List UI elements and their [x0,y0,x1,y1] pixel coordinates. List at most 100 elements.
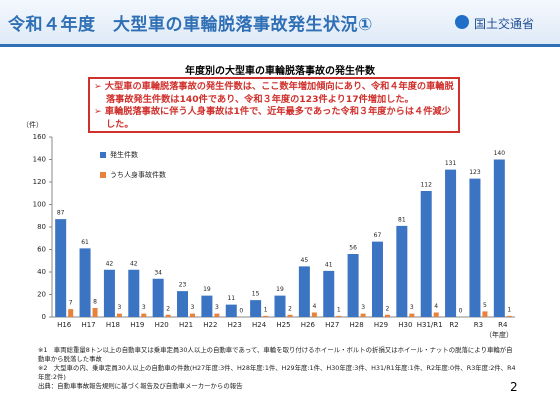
bar [396,225,408,317]
bar [433,312,439,317]
bar [201,295,213,317]
bar [103,269,115,317]
value-label: 5 [483,302,487,309]
bar [347,254,359,317]
legend-label: うち人身事故件数 [110,170,166,179]
slide-title: 令和４年度 大型車の車輪脱落事故発生状況① [8,15,373,35]
bar [68,309,74,317]
bar [152,278,164,317]
value-label: 67 [374,232,382,239]
value-label: 15 [252,291,260,298]
value-label: 1 [264,306,268,313]
x-tick-label: H28 [350,321,364,329]
x-tick-label: H16 [57,321,72,329]
bar [128,269,140,317]
bar [298,266,310,317]
y-tick-label: 100 [33,201,46,209]
value-label: 7 [69,300,73,307]
y-tick-label: 120 [33,178,46,186]
bar [250,300,262,317]
bar [116,313,122,317]
logo-icon [455,15,469,29]
y-tick-label: 20 [37,291,46,299]
bar [263,315,269,317]
bar [371,241,383,317]
value-label: 3 [142,304,146,311]
legend-swatch [100,152,106,158]
x-tick-label: H22 [203,321,217,329]
bar [493,159,505,317]
bar [469,178,481,317]
x-tick-label: H26 [301,321,316,329]
footnote: ※1 車両総重量8トン以上の自動車又は乗車定員30人以上の自動車であって、車輪を… [38,346,513,363]
y-tick-label: 80 [37,223,46,231]
y-axis-title: （件） [22,120,43,129]
x-tick-label: H21 [179,321,193,329]
bar [311,312,317,317]
value-label: 19 [276,286,284,293]
bar [165,314,171,317]
value-label: 2 [288,305,292,312]
bar [225,304,237,317]
value-label: 0 [459,308,463,315]
summary-box: ➢ 大型車の車輪脱落事故の発生件数は、ここ数年増加傾向にあり、令和４年度の車輪脱… [88,77,460,133]
value-label: 19 [203,286,211,293]
bar [506,315,512,317]
bar [92,308,98,317]
x-tick-label: H20 [155,321,169,329]
value-label: 3 [410,304,414,311]
logo-text: 国土交通省 [474,17,535,31]
value-label: 23 [179,282,187,289]
chart-title: 年度別の大型車の車輪脱落事故の発生件数 [185,66,375,77]
x-tick-label: H23 [228,321,242,329]
summary-item: ➢ 車輪脱落事故に伴う人身事故は1件で、近年最多であった令和３年度からは４件減少… [94,106,451,130]
x-tick-label: R2 [449,321,458,329]
x-tick-label: H31/R1 [417,321,443,329]
footnotes: ※1 車両総重量8トン以上の自動車又は乗車定員30人以上の自動車であって、車輪を… [38,346,518,391]
header-rule [0,44,560,47]
summary-item: ➢ 大型車の車輪脱落事故の発生件数は、ここ数年増加傾向にあり、令和４年度の車輪脱… [94,81,454,105]
value-label: 123 [469,169,481,176]
bar [190,313,196,317]
value-label: 81 [398,216,406,223]
value-label: 34 [154,269,162,276]
bar [409,313,415,317]
legend-swatch [100,172,106,178]
value-label: 56 [349,245,357,252]
x-tick-label: R3 [474,321,483,329]
x-tick-label: H29 [374,321,388,329]
value-label: 42 [130,260,138,267]
bar [79,248,91,317]
value-label: 3 [361,304,365,311]
x-tick-label: H18 [106,321,120,329]
x-tick-label: R4 [498,321,508,329]
value-label: 1 [507,306,511,313]
x-tick-label: H24 [252,321,267,329]
bar [482,311,488,317]
value-label: 11 [227,295,235,302]
bar [420,191,432,317]
bar [177,291,189,317]
value-label: 41 [325,261,333,268]
bar [141,313,147,317]
value-label: 1 [337,306,341,313]
bar [287,314,293,317]
legend-label: 発生件数 [110,150,138,159]
summary-text: 大型車の車輪脱落事故の発生件数は、ここ数年増加傾向にあり、令和４年度の車輪脱落事… [104,81,454,105]
bar [360,313,366,317]
value-label: 140 [494,150,506,157]
value-label: 4 [312,303,316,310]
y-tick-label: 40 [37,268,46,276]
bar [214,313,220,317]
x-tick-label: H19 [130,321,144,329]
value-label: 112 [420,182,432,189]
value-label: 61 [81,239,89,246]
value-label: 0 [239,308,243,315]
value-label: 2 [166,305,170,312]
x-tick-label: H27 [325,321,339,329]
bar [336,315,342,317]
footnote: 出典：自動車事故報告規則に基づく報告及び自動車メーカーからの報告 [38,382,243,390]
value-label: 87 [57,210,65,217]
